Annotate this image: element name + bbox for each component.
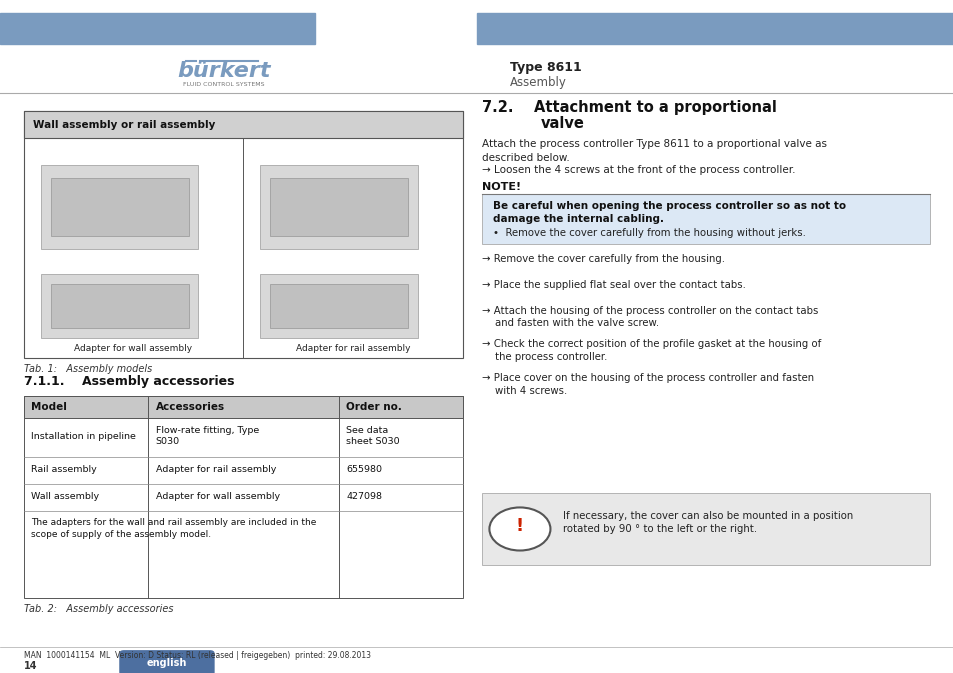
Text: Wall assembly: Wall assembly bbox=[31, 491, 99, 501]
Bar bbox=[24, 396, 462, 418]
FancyBboxPatch shape bbox=[119, 650, 214, 673]
Text: Wall assembly or rail assembly: Wall assembly or rail assembly bbox=[33, 120, 215, 129]
Bar bbox=[24, 111, 462, 358]
Bar bbox=[24, 396, 462, 598]
Text: english: english bbox=[147, 658, 187, 668]
Bar bbox=[476, 13, 953, 44]
Text: Adapter for wall assembly: Adapter for wall assembly bbox=[74, 344, 193, 353]
Text: 655980: 655980 bbox=[346, 464, 382, 474]
Text: The adapters for the wall and rail assembly are included in the
scope of supply : The adapters for the wall and rail assem… bbox=[31, 518, 316, 538]
Text: If necessary, the cover can also be mounted in a position
rotated by 90 ° to the: If necessary, the cover can also be moun… bbox=[562, 511, 852, 534]
Text: → Attach the housing of the process controller on the contact tabs
    and faste: → Attach the housing of the process cont… bbox=[481, 306, 818, 328]
Bar bbox=[51, 284, 189, 328]
Text: Adapter for rail assembly: Adapter for rail assembly bbox=[155, 464, 275, 474]
Text: Model: Model bbox=[31, 402, 68, 412]
Circle shape bbox=[489, 507, 550, 551]
Bar bbox=[260, 274, 417, 338]
Text: Adapter for wall assembly: Adapter for wall assembly bbox=[155, 491, 279, 501]
Text: → Check the correct position of the profile gasket at the housing of
    the pro: → Check the correct position of the prof… bbox=[481, 339, 821, 362]
Text: → Place the supplied flat seal over the contact tabs.: → Place the supplied flat seal over the … bbox=[481, 280, 745, 290]
Text: Accessories: Accessories bbox=[155, 402, 224, 412]
Text: Flow-rate fitting, Type
S030: Flow-rate fitting, Type S030 bbox=[155, 426, 258, 446]
Text: 14: 14 bbox=[24, 662, 37, 671]
Bar bbox=[0, 13, 314, 44]
Bar bbox=[481, 493, 929, 565]
Bar bbox=[51, 178, 189, 236]
Text: Rail assembly: Rail assembly bbox=[31, 464, 97, 474]
Text: Installation in pipeline: Installation in pipeline bbox=[31, 431, 136, 441]
Text: FLUID CONTROL SYSTEMS: FLUID CONTROL SYSTEMS bbox=[183, 81, 265, 87]
Bar bbox=[24, 111, 462, 138]
Text: bürkert: bürkert bbox=[177, 61, 271, 81]
Text: Order no.: Order no. bbox=[346, 402, 402, 412]
Text: → Place cover on the housing of the process controller and fasten
    with 4 scr: → Place cover on the housing of the proc… bbox=[481, 373, 813, 396]
Bar bbox=[481, 194, 929, 244]
Text: •  Remove the cover carefully from the housing without jerks.: • Remove the cover carefully from the ho… bbox=[493, 228, 805, 238]
Text: Tab. 1:   Assembly models: Tab. 1: Assembly models bbox=[24, 364, 152, 374]
Bar bbox=[270, 284, 408, 328]
Text: See data
sheet S030: See data sheet S030 bbox=[346, 426, 399, 446]
Text: 427098: 427098 bbox=[346, 491, 382, 501]
Text: → Loosen the 4 screws at the front of the process controller.: → Loosen the 4 screws at the front of th… bbox=[481, 165, 795, 174]
Bar bbox=[41, 274, 198, 338]
Text: 7.1.1.    Assembly accessories: 7.1.1. Assembly accessories bbox=[24, 375, 234, 388]
Text: Attach the process controller Type 8611 to a proportional valve as
described bel: Attach the process controller Type 8611 … bbox=[481, 139, 826, 162]
Text: !: ! bbox=[516, 518, 523, 535]
Text: 7.2.    Attachment to a proportional: 7.2. Attachment to a proportional bbox=[481, 100, 776, 115]
Text: Type 8611: Type 8611 bbox=[510, 61, 581, 74]
Text: NOTE!: NOTE! bbox=[481, 182, 520, 192]
Text: valve: valve bbox=[540, 116, 584, 131]
Bar bbox=[270, 178, 408, 236]
Bar bbox=[260, 165, 417, 249]
Bar bbox=[41, 165, 198, 249]
Text: Be careful when opening the process controller so as not to
damage the internal : Be careful when opening the process cont… bbox=[493, 201, 845, 224]
Text: Adapter for rail assembly: Adapter for rail assembly bbox=[295, 344, 410, 353]
Text: → Remove the cover carefully from the housing.: → Remove the cover carefully from the ho… bbox=[481, 254, 724, 264]
Text: MAN  1000141154  ML  Version: D Status: RL (released | freigegeben)  printed: 29: MAN 1000141154 ML Version: D Status: RL … bbox=[24, 651, 371, 660]
Text: Tab. 2:   Assembly accessories: Tab. 2: Assembly accessories bbox=[24, 604, 173, 614]
Text: Assembly: Assembly bbox=[510, 75, 567, 89]
